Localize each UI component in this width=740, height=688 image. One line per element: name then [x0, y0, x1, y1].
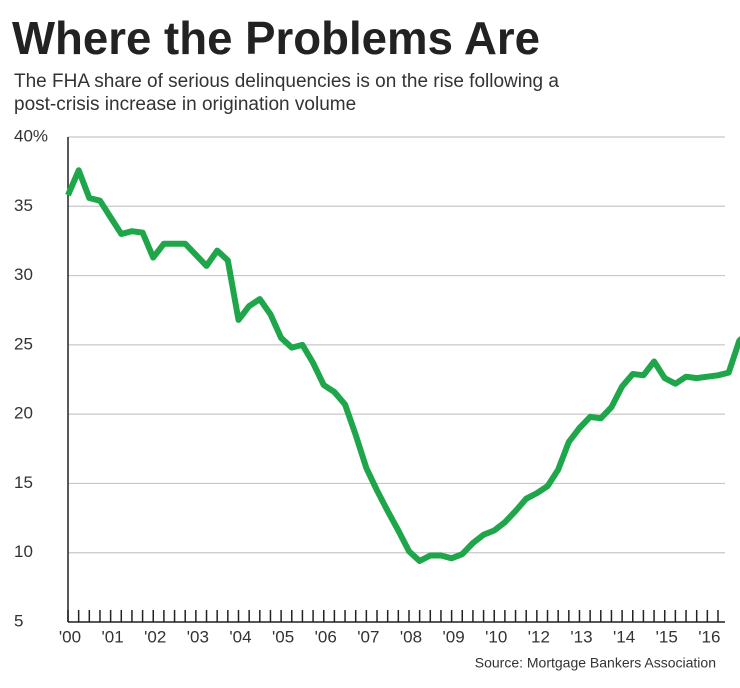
x-tick-label: '14 [613, 627, 635, 646]
x-tick-label: '05 [272, 627, 294, 646]
x-tick-label: '13 [570, 627, 592, 646]
subtitle: post-crisis increase in origination volu… [14, 94, 356, 115]
x-tick-label: '16 [698, 627, 720, 646]
x-tick-label: '03 [187, 627, 209, 646]
x-tick-label: '08 [400, 627, 422, 646]
x-tick-label: '15 [656, 627, 678, 646]
y-tick-label: 40% [14, 126, 48, 145]
x-tick-label: '00 [59, 627, 81, 646]
y-tick-label: 20 [14, 404, 33, 423]
subtitle: The FHA share of serious delinquencies i… [14, 71, 559, 92]
x-tick-label: '02 [144, 627, 166, 646]
source: Source: Mortgage Bankers Association [475, 655, 716, 671]
y-tick-label: 25 [14, 334, 33, 353]
y-tick-label: 15 [14, 473, 33, 492]
chart-title: Where the Problems Are [12, 12, 540, 64]
x-tick-label: '01 [102, 627, 124, 646]
x-tick-label: '07 [357, 627, 379, 646]
x-tick-label: '04 [229, 627, 251, 646]
data-line [65, 167, 740, 564]
y-tick-label: 10 [14, 542, 33, 561]
y-tick-label: 30 [14, 265, 33, 284]
x-tick-label: '12 [528, 627, 550, 646]
x-tick-label: '06 [315, 627, 337, 646]
y-tick-label: 5 [14, 611, 23, 630]
y-tick-label: 35 [14, 196, 33, 215]
x-tick-label: '09 [443, 627, 465, 646]
x-tick-label: '10 [485, 627, 507, 646]
